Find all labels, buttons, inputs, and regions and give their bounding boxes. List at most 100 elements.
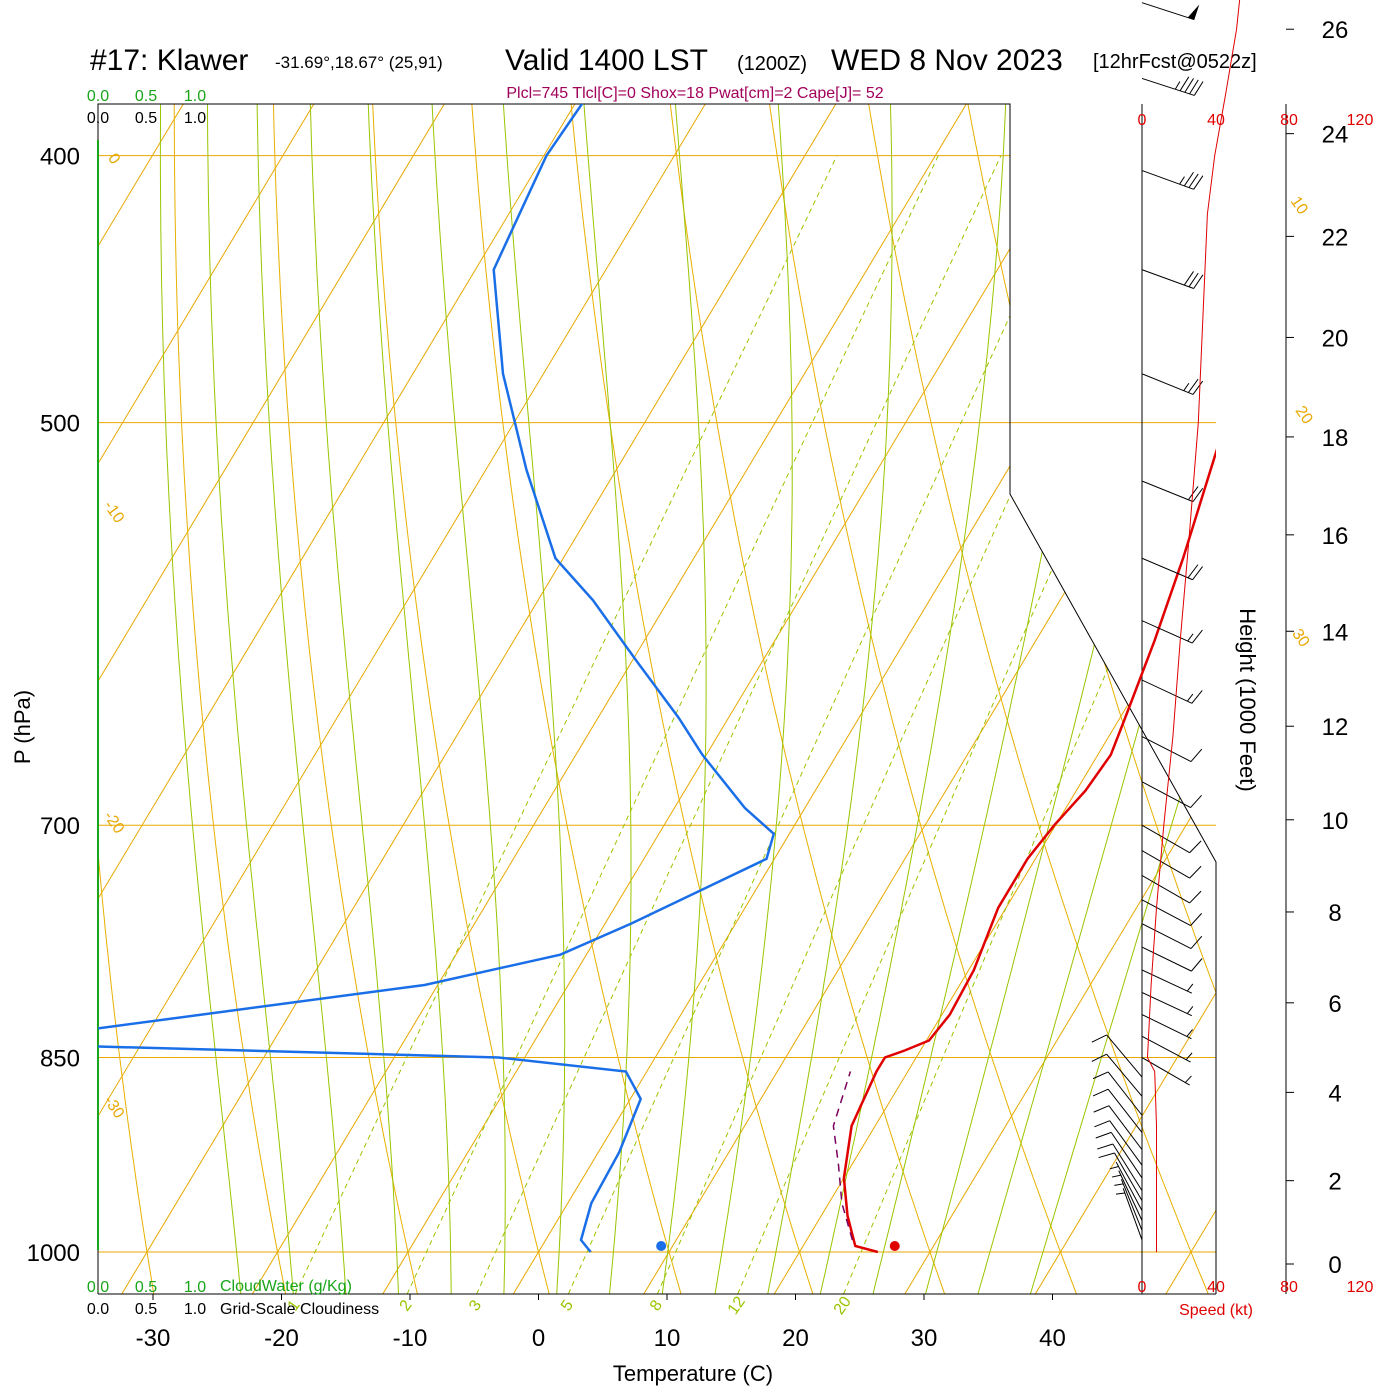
isotherm-line bbox=[98, 104, 752, 1294]
mixing-ratio-line bbox=[649, 155, 1164, 1294]
wind-barb bbox=[1097, 1143, 1143, 1191]
speed-tick-bottom: 40 bbox=[1207, 1279, 1225, 1296]
speed-tick-bottom: 0 bbox=[1138, 1279, 1147, 1296]
wind-barb-feather bbox=[1092, 1071, 1109, 1080]
moist-adiabat-line bbox=[255, 104, 348, 1294]
wind-barb-feather bbox=[1187, 378, 1199, 393]
wind-barb-half-feather bbox=[1174, 81, 1181, 90]
x-axis-title: Temperature (C) bbox=[613, 1361, 773, 1386]
moist-adiabat-line bbox=[1025, 104, 1216, 1294]
wind-barb bbox=[1141, 1014, 1193, 1040]
plot-frame bbox=[97, 103, 1287, 1295]
wind-barb-feather bbox=[1179, 76, 1190, 92]
wind-barb-feather bbox=[1192, 380, 1204, 395]
cloudiness-label: Grid-Scale Cloudiness bbox=[220, 1301, 379, 1318]
location-text: -31.69°,18.67° (25,91) bbox=[275, 53, 443, 72]
wind-barb-feather bbox=[1091, 1034, 1107, 1043]
wind-barb bbox=[1111, 1170, 1143, 1221]
wind-barb-feather bbox=[1183, 271, 1194, 286]
wind-barb-feather bbox=[1191, 690, 1203, 704]
moist-adiabat-line bbox=[307, 104, 400, 1294]
wind-barb bbox=[1141, 946, 1203, 972]
cloudwater-label: CloudWater (g/Kg) bbox=[220, 1278, 352, 1295]
wind-barb-feather bbox=[1191, 958, 1203, 972]
wind-barb-staff bbox=[1141, 1035, 1191, 1063]
isotherm-label: -10 bbox=[100, 498, 127, 527]
height-tick-label: 10 bbox=[1322, 808, 1349, 835]
wind-barb bbox=[1141, 373, 1204, 395]
mixing-ratio-line bbox=[468, 155, 1002, 1294]
mixing-ratio-label: 12 bbox=[725, 1294, 749, 1318]
isotherm-line bbox=[1023, 104, 1216, 1294]
y-axis-title: P (hPa) bbox=[10, 690, 35, 764]
dry-adiabat-line bbox=[0, 0, 25, 1313]
height-tick-label: 4 bbox=[1328, 1080, 1341, 1107]
dry-adiabat-grid bbox=[0, 0, 1216, 1313]
wind-barb-feather bbox=[1183, 171, 1194, 187]
speed-tick-top: 40 bbox=[1207, 112, 1225, 129]
pressure-tick-label: 1000 bbox=[27, 1240, 80, 1267]
cloudwater-scale-top: 0.5 bbox=[135, 88, 157, 105]
wind-barb-staff bbox=[1106, 1053, 1143, 1097]
dry-adiabat-line bbox=[1159, 104, 1216, 1294]
wind-barb-staff bbox=[1112, 1143, 1143, 1191]
mixing-ratio-label: 8 bbox=[647, 1297, 666, 1314]
wind-barb-staff bbox=[1115, 1161, 1143, 1211]
wind-barb bbox=[1141, 679, 1203, 704]
wind-barb bbox=[1093, 1105, 1143, 1150]
temperature-tick-label: 30 bbox=[911, 1325, 938, 1352]
moist-adiabat-line bbox=[644, 104, 707, 1294]
cloudiness-scale-top: 0.0 bbox=[87, 110, 109, 127]
pressure-tick-label: 400 bbox=[40, 144, 80, 171]
wind-barb-half-feather bbox=[1186, 1029, 1193, 1037]
wind-barb bbox=[1094, 1120, 1143, 1166]
wind-barb-staff bbox=[1122, 1188, 1143, 1241]
wind-barb-feather bbox=[1190, 935, 1203, 949]
wind-barb-staff bbox=[1107, 1088, 1143, 1133]
wind-barb-staff bbox=[1141, 946, 1192, 972]
temperature-tick-label: -10 bbox=[393, 1325, 428, 1352]
wind-barb-staff bbox=[1141, 923, 1192, 950]
zulu-time: (1200Z) bbox=[737, 53, 807, 75]
mixing-ratio-line bbox=[399, 155, 939, 1294]
wind-barb-feather bbox=[1190, 794, 1202, 808]
wind-barb-feather bbox=[1192, 566, 1203, 581]
wind-barb-staff bbox=[1141, 373, 1194, 395]
wind-barb bbox=[1141, 850, 1202, 879]
isotherm-line bbox=[98, 104, 491, 1294]
wind-barb-staff bbox=[1141, 824, 1190, 854]
isotherm-line bbox=[893, 104, 1216, 1294]
height-tick-label: 22 bbox=[1322, 224, 1349, 251]
wind-barb bbox=[1141, 736, 1203, 762]
wind-barb-feather bbox=[1091, 1053, 1107, 1062]
wind-barb-feather bbox=[1193, 81, 1204, 96]
moist-adiabat-line bbox=[711, 104, 793, 1294]
wind-barb-half-feather bbox=[1186, 693, 1194, 702]
wind-barb-staff bbox=[1141, 480, 1194, 503]
cloudwater-scale-bottom: 0.0 bbox=[87, 1279, 109, 1296]
mixing-ratio-label: 20 bbox=[831, 1293, 855, 1317]
moist-adiabat-line bbox=[559, 104, 632, 1294]
wind-barb-feather bbox=[1187, 486, 1199, 501]
wind-barb-feather bbox=[1095, 1131, 1112, 1139]
wind-barb bbox=[1141, 76, 1204, 96]
wind-barb-staff bbox=[1114, 1152, 1143, 1201]
temperature-tick-label: 10 bbox=[654, 1325, 681, 1352]
wind-barb-feather bbox=[1092, 1088, 1109, 1097]
wind-barb-feather bbox=[1190, 913, 1202, 926]
isotherm-label: 30 bbox=[1288, 626, 1312, 650]
temperature-tick-label: -20 bbox=[264, 1325, 299, 1352]
height-tick-label: 12 bbox=[1322, 714, 1349, 741]
height-tick-label: 6 bbox=[1328, 991, 1341, 1018]
isotherm-line bbox=[1154, 104, 1216, 1294]
isotherm-label: 20 bbox=[1292, 403, 1316, 427]
temperature-tick-label: 0 bbox=[532, 1325, 545, 1352]
wind-barb bbox=[1141, 875, 1202, 904]
wind-barb-staff bbox=[1141, 557, 1193, 581]
temperature-axis: -30 -20 -10 0 10 20 30 40 bbox=[136, 1294, 1066, 1352]
wind-barb bbox=[1092, 1071, 1143, 1116]
wind-barb bbox=[1141, 923, 1203, 950]
wind-barb-staff bbox=[1141, 170, 1194, 190]
wind-barb-half-feather bbox=[1185, 1052, 1193, 1061]
wind-barb bbox=[1141, 1035, 1193, 1063]
